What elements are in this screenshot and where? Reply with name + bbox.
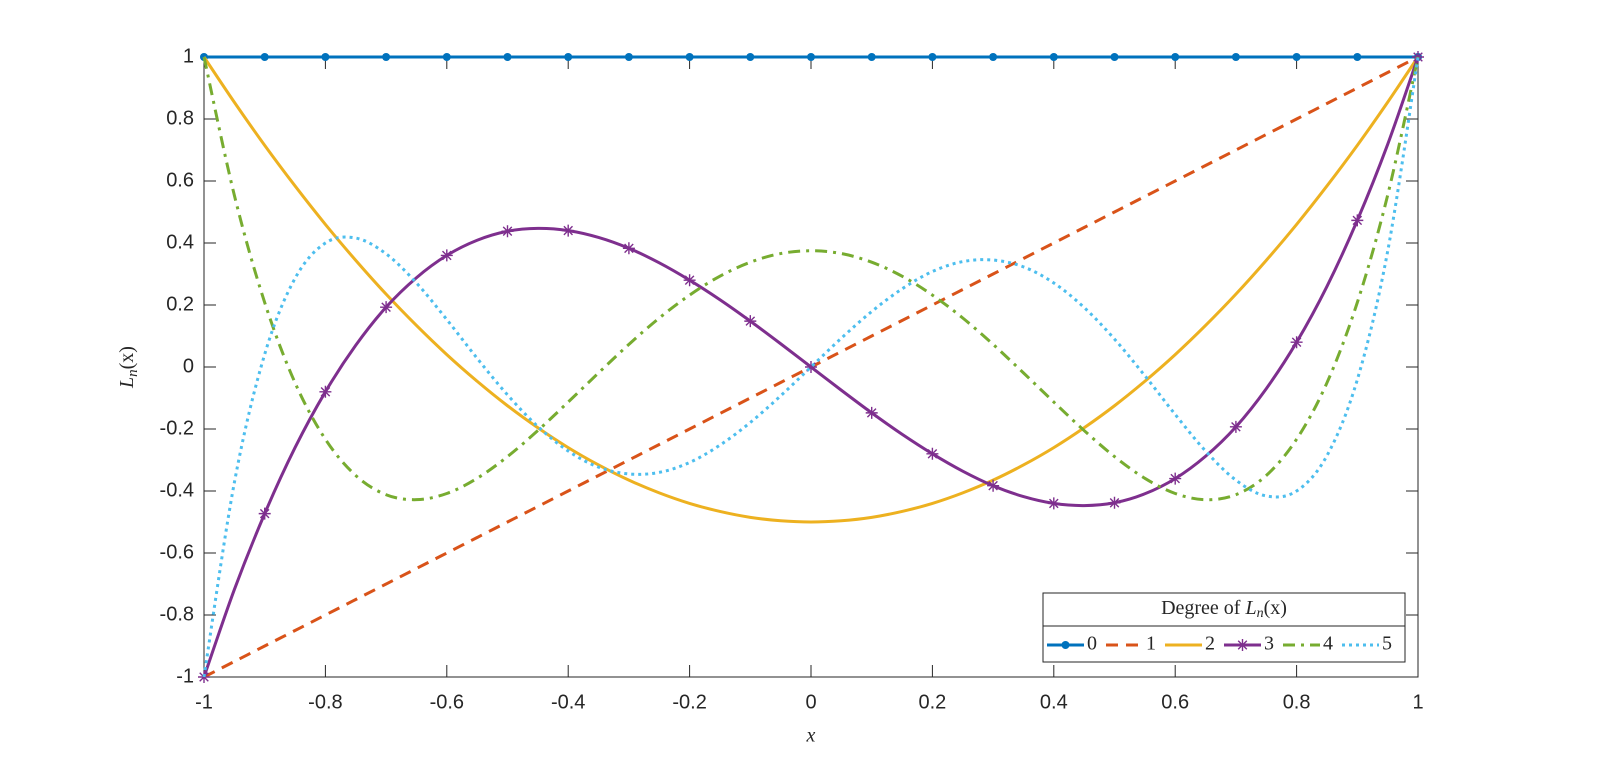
marker — [989, 53, 998, 61]
legend-title-text: Degree of — [1161, 597, 1245, 619]
marker — [805, 361, 817, 373]
marker — [258, 507, 271, 520]
y-label-rest: (x) — [116, 346, 138, 369]
marker — [1047, 497, 1060, 510]
legend-label: 2 — [1205, 633, 1215, 655]
y-label-base: L — [116, 377, 138, 389]
marker — [440, 249, 453, 262]
x-tick-label: -0.4 — [551, 691, 585, 713]
marker — [865, 406, 878, 419]
series-line — [202, 56, 1420, 502]
marker — [562, 224, 575, 237]
y-tick-label: -0.4 — [160, 479, 194, 501]
marker — [746, 53, 755, 61]
marker — [1231, 53, 1240, 61]
legend-label: 0 — [1087, 633, 1097, 655]
marker — [1290, 336, 1303, 349]
x-tick-label: 0.8 — [1283, 691, 1311, 713]
marker — [380, 301, 393, 314]
x-tick-label: -0.2 — [672, 691, 706, 713]
marker — [1236, 639, 1249, 651]
marker — [442, 53, 451, 61]
x-axis-label: x — [806, 725, 816, 747]
y-tick-label: -0.6 — [160, 541, 194, 563]
marker — [1108, 496, 1121, 509]
legend-label: 4 — [1323, 633, 1333, 655]
legend-label: 3 — [1264, 633, 1274, 655]
legend: Degree of Ln(x) 0 1 2 3 4 5 — [1042, 592, 1406, 663]
plot-area: -1 -0.8 -0.6 -0.4 -0.2 0 0.2 0.4 0.6 0.8 1 -1 -0.8 -0… — [160, 45, 1424, 713]
marker — [564, 53, 573, 61]
marker — [321, 53, 330, 61]
marker — [1171, 53, 1180, 61]
marker — [1353, 53, 1362, 61]
series-line — [202, 56, 1420, 524]
marker — [1061, 641, 1070, 649]
marker — [1049, 53, 1058, 61]
marker — [1229, 420, 1242, 433]
marker — [685, 53, 694, 61]
marker — [503, 53, 512, 61]
series-line — [202, 56, 1420, 678]
y-tick-label: -0.2 — [160, 417, 194, 439]
x-tick-label: 1 — [1412, 691, 1423, 713]
y-axis-label: Ln(x) — [116, 346, 142, 389]
y-tick-label: 0.8 — [166, 107, 194, 129]
legend-label: 1 — [1146, 633, 1156, 655]
marker — [987, 479, 1000, 492]
marker — [867, 53, 876, 61]
marker — [260, 53, 269, 61]
legend-title-sub: n — [1257, 606, 1264, 621]
y-label-sub: n — [125, 369, 141, 377]
legend-title: Degree of Ln(x) — [1161, 597, 1287, 622]
y-tick-label: -1 — [176, 665, 194, 687]
y-tick-label: -0.8 — [160, 603, 194, 625]
marker — [1292, 53, 1301, 61]
legend-title-base: L — [1244, 597, 1256, 619]
marker — [1169, 472, 1182, 485]
x-tick-label: -1 — [195, 691, 213, 713]
marker — [683, 274, 696, 287]
x-tick-label: 0 — [805, 691, 816, 713]
x-tick-label: 0.6 — [1161, 691, 1189, 713]
y-tick-label: 1 — [183, 45, 194, 67]
y-tick-label: 0 — [183, 355, 194, 377]
marker — [501, 225, 514, 238]
marker — [744, 315, 757, 328]
x-tick-label: -0.6 — [430, 691, 464, 713]
x-tick-label: 0.2 — [918, 691, 946, 713]
marker — [622, 242, 635, 255]
y-tick-label: 0.6 — [166, 169, 194, 191]
marker — [807, 53, 815, 61]
y-tick-label: 0.4 — [166, 231, 194, 253]
x-tick-label: -0.8 — [308, 691, 342, 713]
marker — [624, 53, 633, 61]
marker — [382, 53, 391, 61]
x-tick-label: 0.4 — [1040, 691, 1068, 713]
marker — [928, 53, 937, 61]
legend-title-rest: (x) — [1264, 597, 1287, 619]
marker — [319, 385, 332, 398]
legend-label: 5 — [1382, 633, 1392, 655]
marker — [1110, 53, 1119, 61]
y-tick-label: 0.2 — [166, 293, 194, 315]
marker — [1351, 214, 1364, 227]
legend-box — [1042, 592, 1406, 663]
marker — [926, 447, 939, 460]
